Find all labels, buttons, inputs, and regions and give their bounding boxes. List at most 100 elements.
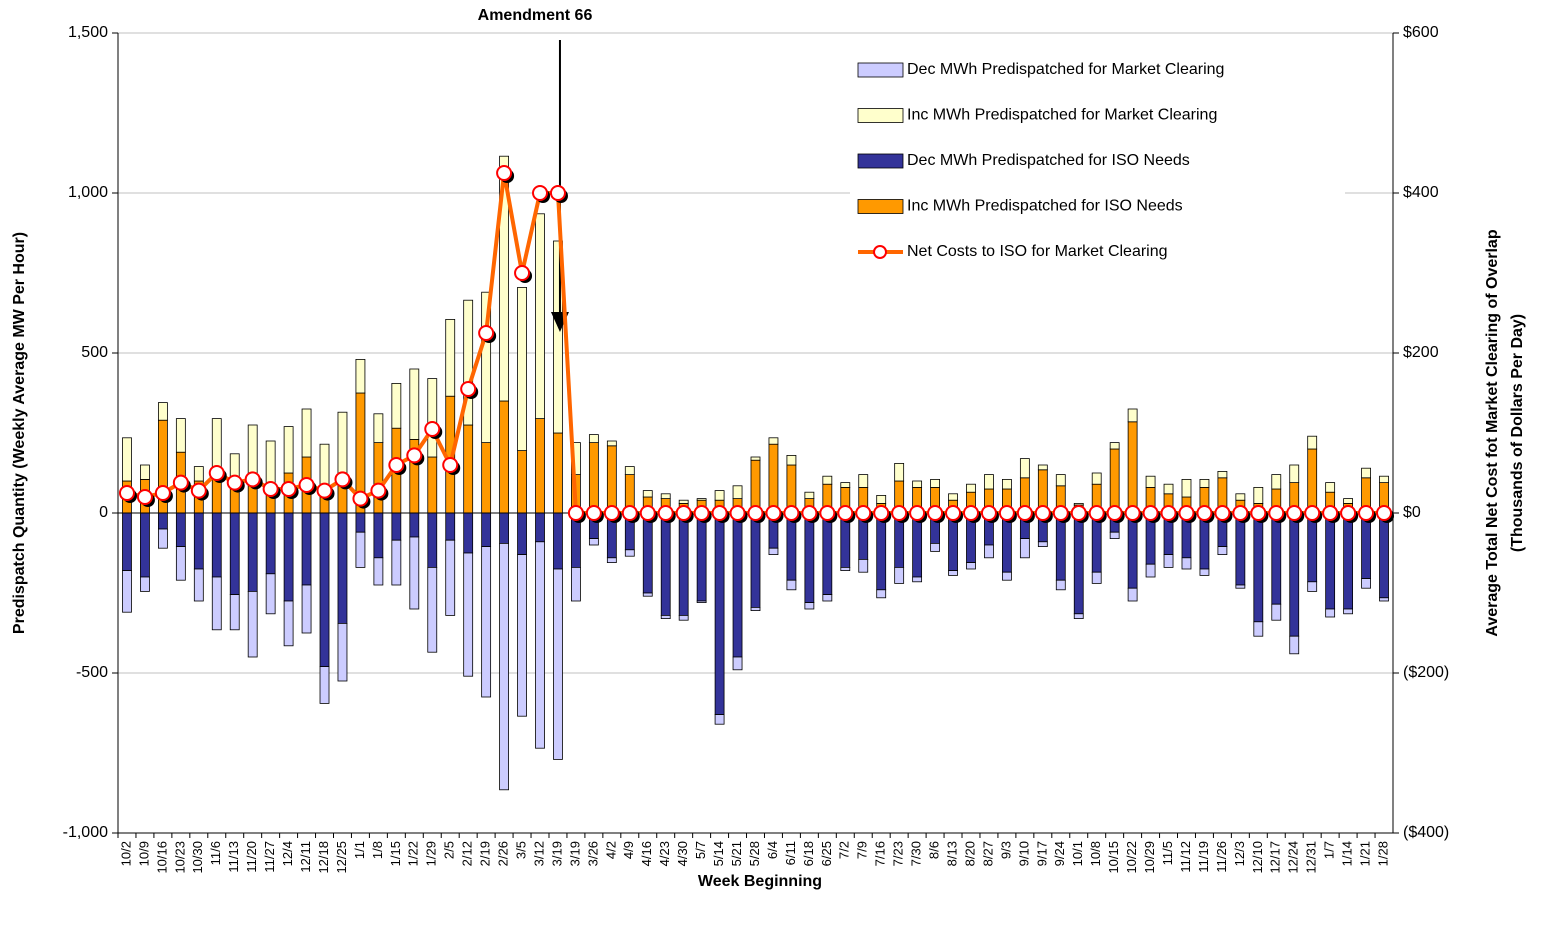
bar <box>1145 563 1156 578</box>
legend-label: Inc MWh Predispatched for ISO Needs <box>907 198 1183 215</box>
x-tick-label: 6/18 <box>801 841 816 866</box>
x-tick-label: 10/2 <box>118 841 133 866</box>
x-tick-label: 12/3 <box>1232 841 1247 866</box>
bar <box>876 589 887 599</box>
bar <box>463 512 474 554</box>
bar <box>140 512 150 578</box>
marker <box>1358 505 1375 521</box>
x-tick-label: 11/20 <box>244 841 259 873</box>
bar <box>319 443 330 488</box>
bar <box>1199 568 1210 576</box>
legend-label: Net Costs to ISO for Market Clearing <box>907 243 1168 260</box>
bar <box>804 512 815 603</box>
x-tick-label: 2/26 <box>496 841 511 866</box>
bar <box>1235 512 1246 586</box>
bar <box>391 382 402 429</box>
bar <box>714 512 725 716</box>
marker <box>316 482 333 499</box>
bar <box>499 512 509 544</box>
bar <box>517 286 527 451</box>
bar <box>1037 464 1048 471</box>
x-tick-label: 1/28 <box>1375 841 1390 866</box>
bar <box>499 543 509 791</box>
bar <box>283 512 294 602</box>
marker <box>298 477 315 493</box>
bar <box>732 485 743 499</box>
bar <box>427 378 438 458</box>
bar <box>1163 554 1174 568</box>
x-tick-label: 9/24 <box>1052 841 1067 866</box>
x-tick-label: 1/1 <box>352 841 367 859</box>
marker <box>388 457 405 473</box>
bar <box>894 462 905 482</box>
bar <box>1073 502 1084 506</box>
x-tick-label: 10/22 <box>1124 841 1139 874</box>
marker <box>1232 505 1249 521</box>
x-tick-label: 11/27 <box>262 841 277 873</box>
marker <box>1016 505 1033 521</box>
bar <box>1271 512 1282 605</box>
bar <box>768 547 779 556</box>
bar <box>1109 448 1120 514</box>
x-tick-label: 1/14 <box>1340 841 1355 866</box>
marker <box>962 505 979 521</box>
bar <box>1325 608 1336 618</box>
bar <box>445 512 456 541</box>
marker <box>891 505 908 521</box>
bar <box>1199 478 1210 488</box>
x-tick-label: 1/29 <box>424 841 439 866</box>
bar <box>1091 472 1102 485</box>
marker <box>729 505 746 521</box>
marker <box>370 482 387 499</box>
legend-swatch <box>857 199 904 214</box>
y2-axis-label: Average Total Net Cost fot Market Cleari… <box>1484 229 1501 636</box>
bar <box>804 602 815 610</box>
x-tick-label: 7/2 <box>837 841 852 859</box>
x-tick-label: 6/25 <box>819 841 834 866</box>
marker <box>208 465 225 481</box>
bar <box>750 456 761 461</box>
bar <box>1325 482 1336 493</box>
marker <box>1124 505 1141 521</box>
bar <box>337 512 348 624</box>
bar <box>606 557 617 563</box>
x-tick-label: 11/12 <box>1178 841 1193 873</box>
bar <box>301 584 312 634</box>
marker <box>567 505 584 521</box>
x-tick-label: 8/27 <box>980 841 995 866</box>
bar <box>265 440 276 488</box>
y2-axis-label: (Thousands of Dollars Per Day) <box>1509 314 1526 552</box>
bar <box>247 512 258 592</box>
bar <box>481 512 492 547</box>
x-tick-label: 6/11 <box>783 841 798 865</box>
marker <box>1178 505 1195 521</box>
x-tick-label: 11/13 <box>226 841 241 873</box>
x-tick-label: 11/26 <box>1214 841 1229 873</box>
bar <box>678 499 689 504</box>
bar <box>229 512 240 595</box>
bar <box>229 594 240 631</box>
bar <box>499 155 509 402</box>
bar <box>1379 475 1389 484</box>
bar <box>175 418 186 453</box>
x-tick-label: 10/8 <box>1088 841 1103 866</box>
x-tick-label: 2/5 <box>442 841 457 859</box>
bar <box>193 466 204 482</box>
bar <box>211 576 222 631</box>
marker <box>837 505 854 521</box>
marker <box>424 421 441 437</box>
bar <box>786 512 797 581</box>
bar <box>714 714 725 725</box>
bar <box>355 512 366 533</box>
x-tick-label: 10/23 <box>172 841 187 874</box>
bar <box>1091 571 1102 584</box>
bar <box>481 442 492 514</box>
marker <box>693 505 710 521</box>
x-tick-label: 1/21 <box>1358 841 1373 866</box>
bar <box>1235 584 1246 589</box>
marker <box>1340 505 1357 521</box>
y2-tick-label: ($200) <box>1403 664 1449 681</box>
y2-tick-label: $0 <box>1403 504 1421 521</box>
marker <box>801 505 818 521</box>
